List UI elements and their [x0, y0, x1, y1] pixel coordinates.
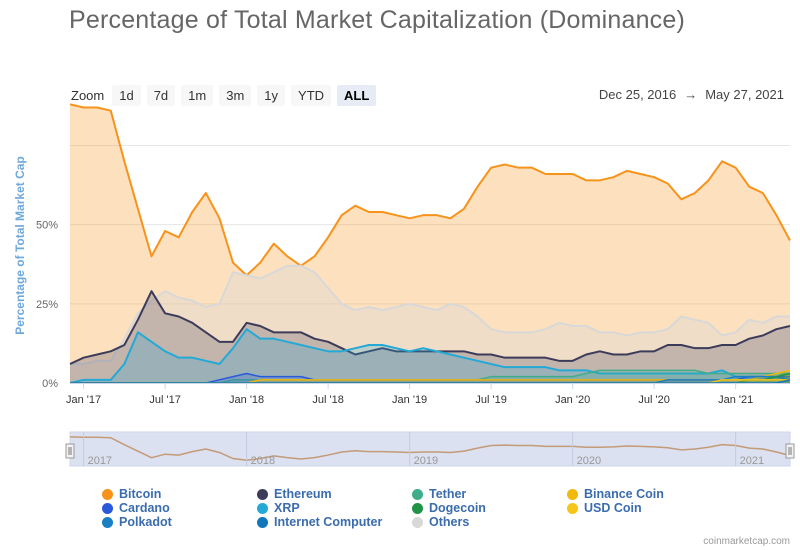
y-tick-label: 25% — [36, 299, 58, 311]
zoom-button-all[interactable]: ALL — [337, 84, 377, 106]
legend-label: Polkadot — [119, 515, 172, 529]
legend-item-dogecoin[interactable]: Dogecoin — [412, 501, 486, 515]
navigator: 2017 2018 2019 2020 2021 — [65, 431, 795, 467]
legend-marker — [257, 488, 268, 500]
legend-item-tether[interactable]: Tether — [412, 487, 466, 501]
legend-item-binance-coin[interactable]: Binance Coin — [567, 487, 664, 501]
legend-label: Cardano — [119, 501, 170, 515]
navigator-tick-label: 2020 — [577, 455, 601, 467]
navigator-series — [69, 436, 791, 462]
zoom-label: Zoom — [71, 87, 105, 103]
zoom-button-1y[interactable]: 1y — [257, 84, 286, 106]
x-tick-label: Jul '20 — [638, 394, 669, 406]
zoom-button-1m[interactable]: 1m — [181, 84, 214, 106]
legend-marker — [412, 502, 423, 514]
legend-label: Ethereum — [274, 487, 332, 501]
zoom-button-1d[interactable]: 1d — [112, 84, 141, 106]
legend-marker — [567, 502, 578, 514]
legend-marker — [257, 516, 268, 528]
legend-item-xrp[interactable]: XRP — [257, 501, 300, 515]
chart-title: Percentage of Total Market Capitalizatio… — [69, 6, 685, 34]
zoom-button-ytd[interactable]: YTD — [291, 84, 332, 106]
legend-marker — [102, 502, 113, 514]
series-area-bitcoin — [70, 104, 790, 383]
legend-label: XRP — [274, 501, 300, 515]
series-area-ethereum — [70, 291, 790, 383]
range-from[interactable]: Dec 25, 2016 — [598, 87, 677, 102]
legend-label: Binance Coin — [584, 487, 664, 501]
legend-label: Tether — [429, 487, 467, 501]
range-arrow: → — [684, 87, 698, 102]
date-range: Dec 25, 2016 → May 27, 2021 — [599, 87, 784, 102]
y-tick-label: 0% — [42, 378, 58, 390]
legend-marker — [257, 502, 268, 514]
navigator-handle-right[interactable] — [785, 443, 795, 459]
x-tick-label: Jul '17 — [149, 394, 180, 406]
x-tick-label: Jul '19 — [475, 394, 506, 406]
legend-item-bitcoin[interactable]: Bitcoin — [102, 487, 161, 501]
series-area-cardano — [70, 373, 790, 383]
y-axis-label: Percentage of Total Market Cap — [13, 156, 27, 335]
zoom-bar: Zoom 1d 7d 1m 3m 1y YTD ALL — [71, 84, 377, 106]
x-tick-label: Jan '20 — [555, 394, 590, 406]
x-tick-label: Jan '17 — [66, 394, 101, 406]
range-to[interactable]: May 27, 2021 — [705, 87, 784, 102]
series-group — [69, 103, 791, 384]
legend-label: Internet Computer — [274, 515, 383, 529]
legend-marker — [412, 516, 423, 528]
y-tick-label: 50% — [36, 220, 58, 232]
navigator-handle-left[interactable] — [65, 443, 75, 459]
x-tick-label: Jul '18 — [312, 394, 343, 406]
legend-marker — [102, 516, 113, 528]
legend-marker — [102, 488, 113, 500]
series-line-xrp — [69, 328, 790, 384]
navigator-tick-label: 2019 — [414, 455, 438, 467]
legend-label: Others — [429, 515, 470, 529]
x-tick-label: Jan '19 — [392, 394, 427, 406]
zoom-button-7d[interactable]: 7d — [146, 84, 176, 106]
legend-marker — [412, 488, 423, 500]
legend-label: USD Coin — [584, 501, 642, 515]
legend-item-usd-coin[interactable]: USD Coin — [567, 501, 642, 515]
navigator-tick-label: 2018 — [251, 455, 275, 467]
legend-marker — [567, 488, 578, 500]
series-line-others — [70, 264, 790, 365]
legend-item-ethereum[interactable]: Ethereum — [257, 487, 332, 501]
x-tick-label: Jan '18 — [229, 394, 264, 406]
legend-label: Bitcoin — [119, 487, 162, 501]
legend-item-internet-computer[interactable]: Internet Computer — [257, 515, 382, 529]
legend-item-others[interactable]: Others — [412, 515, 469, 529]
credits[interactable]: coinmarketcap.com — [703, 536, 790, 547]
series-area-xrp — [70, 329, 790, 383]
navigator-tick-label: 2021 — [740, 455, 764, 467]
legend-item-cardano[interactable]: Cardano — [102, 501, 170, 515]
x-tick-label: Jan '21 — [718, 394, 753, 406]
legend-item-polkadot[interactable]: Polkadot — [102, 515, 172, 529]
series-line-bitcoin — [69, 103, 791, 277]
navigator-tick-label: 2017 — [88, 455, 112, 467]
legend-label: Dogecoin — [429, 501, 486, 515]
series-line-ethereum — [69, 290, 791, 365]
zoom-button-3m[interactable]: 3m — [219, 84, 252, 106]
